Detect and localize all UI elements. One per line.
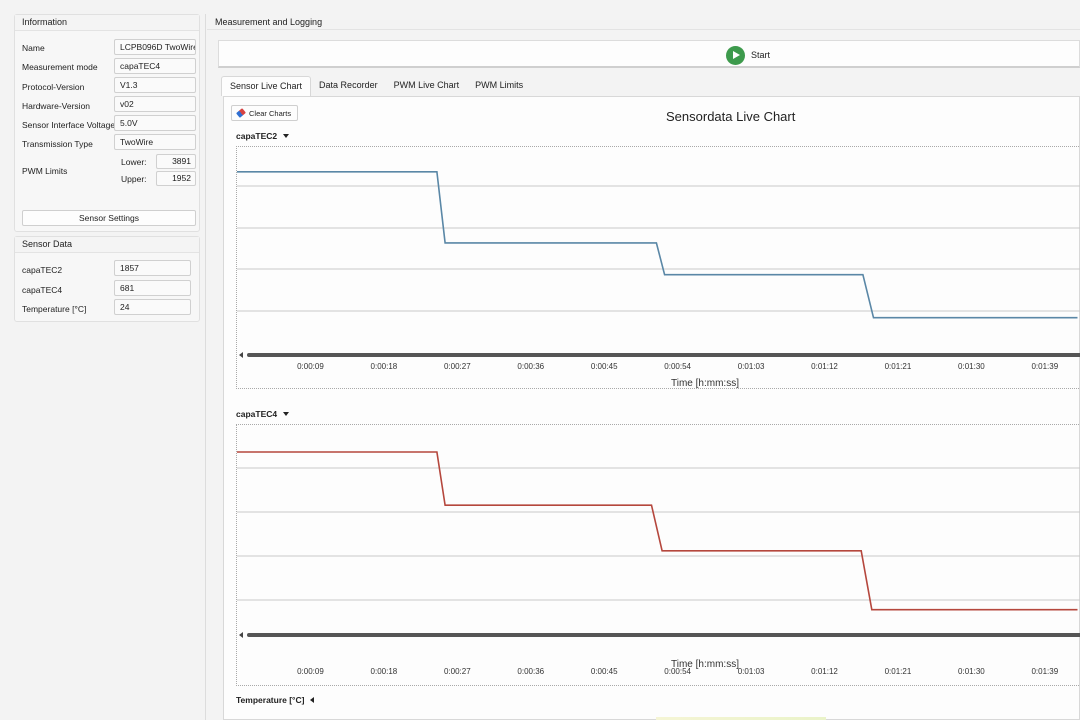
x-tick-label: 0:01:30 [958,362,985,371]
x-tick-label: 0:01:39 [1031,667,1059,676]
protocol-version-label: Protocol-Version [22,82,85,92]
capatec4-chart: capaTEC4 0:00:09 0:00:18 0:00:27 0:00:36 0:0… [236,409,1080,689]
pwm-limits-label: PWM Limits [22,166,68,176]
capatec2-series-line [237,170,1078,319]
information-group: Information Name LCPB096D TwoWire Measur… [14,14,200,232]
x-tick-label: 0:00:45 [590,362,618,371]
capatec2-series-label: capaTEC2 [236,131,278,141]
capatec4-value: 681 [114,280,191,296]
x-tick-label: 0:01:03 [737,362,765,371]
interface-voltage-label: Sensor Interface Voltage [22,120,116,130]
capatec4-chart-header[interactable]: capaTEC4 [236,409,290,419]
x-tick-label: 0:01:03 [737,667,765,676]
start-bar: Start [218,40,1080,68]
sensor-data-group: Sensor Data capaTEC2 1857 capaTEC4 681 T… [14,236,200,322]
x-tick-label: 0:01:12 [811,667,838,676]
chevron-left-icon [310,697,315,703]
temperature-label: Temperature [°C] [22,304,87,314]
scroll-left-icon[interactable] [239,632,243,638]
tab-data-recorder[interactable]: Data Recorder [319,80,378,90]
pwm-upper-label: Upper: [121,174,147,184]
x-tick-label: 0:00:54 [664,362,691,371]
clear-charts-button[interactable]: Clear Charts [231,105,299,121]
start-button[interactable]: Start [726,45,770,65]
chevron-down-icon [283,134,290,138]
capatec4-label: capaTEC4 [22,285,63,295]
capatec2-chart: capaTEC2 0:00:09 0:00:18 0:00:27 0:00:36 0:0… [236,131,1080,395]
x-tick-label: 0:00:18 [370,667,398,676]
temperature-value: 24 [114,299,191,315]
sensor-data-title: Sensor Data [15,237,199,253]
measurement-title: Measurement and Logging [207,14,1080,30]
capatec2-plot [237,170,1080,319]
transmission-type-field[interactable]: TwoWire [114,134,196,150]
x-tick-label: 0:01:30 [958,667,985,676]
capatec4-plot [237,451,1080,611]
x-tick-label: 0:00:36 [517,667,545,676]
chart-title: Sensordata Live Chart [666,109,796,124]
measurement-mode-field[interactable]: capaTEC4 [114,58,196,74]
left-pane: Information Name LCPB096D TwoWire Measur… [14,14,206,720]
x-tick-label: 0:01:21 [884,362,912,371]
capatec2-chart-frame: 0:00:09 0:00:18 0:00:27 0:00:36 0:00:45 0:00:… [236,146,1080,389]
x-tick-label: 0:00:27 [443,667,471,676]
tab-sensor-live-chart[interactable]: Sensor Live Chart [221,76,312,96]
pwm-lower-field[interactable]: 3891 [156,154,196,169]
temperature-series-label: Temperature [°C] [236,695,305,705]
eraser-icon [236,108,246,118]
capatec2-x-axis-title: Time [h:mm:ss] [671,378,739,389]
x-tick-label: 0:01:21 [884,667,912,676]
x-tick-label: 0:00:36 [517,362,545,371]
measurement-mode-label: Measurement mode [22,62,98,72]
capatec4-series-line [237,451,1078,611]
transmission-type-label: Transmission Type [22,139,93,149]
x-tick-label: 0:00:18 [370,362,398,371]
scroll-left-icon[interactable] [239,352,243,358]
hardware-version-label: Hardware-Version [22,101,91,111]
interface-voltage-field[interactable]: 5.0V [114,115,196,131]
tab-pwm-limits[interactable]: PWM Limits [475,80,524,90]
tab-bar: Sensor Live Chart Data Recorder PWM Live… [221,76,531,96]
x-tick-label: 0:00:09 [297,362,324,371]
x-tick-label: 0:01:39 [1031,362,1059,371]
chevron-down-icon [283,412,290,416]
x-tick-label: 0:00:45 [590,667,618,676]
tab-pwm-live-chart[interactable]: PWM Live Chart [393,80,460,90]
name-field[interactable]: LCPB096D TwoWire [114,39,196,55]
sensor-live-chart-panel: Clear Charts Sensordata Live Chart capaT… [223,96,1080,720]
capatec2-value: 1857 [114,260,191,276]
scroll-thumb[interactable] [247,353,1080,357]
x-tick-label: 0:00:27 [443,362,471,371]
capatec4-scrollbar[interactable] [237,632,1080,638]
capatec4-series-label: capaTEC4 [236,409,278,419]
name-label: Name [22,43,45,53]
x-tick-label: 0:00:54 [664,667,691,676]
x-tick-label: 0:01:12 [811,362,838,371]
information-title: Information [15,15,199,31]
start-label: Start [751,50,771,60]
sensor-settings-button[interactable]: Sensor Settings [22,210,196,226]
x-tick-label: 0:00:09 [297,667,324,676]
capatec4-x-axis-title: Time [h:mm:ss] [671,659,739,670]
clear-charts-label: Clear Charts [249,108,292,118]
play-icon [726,45,745,65]
protocol-version-field[interactable]: V1.3 [114,77,196,93]
capatec2-label: capaTEC2 [22,265,63,275]
measurement-pane: Measurement and Logging Start Sensor Liv… [207,14,1080,720]
temperature-chart-header[interactable]: Temperature [°C] [236,695,315,705]
capatec2-chart-header[interactable]: capaTEC2 [236,131,290,141]
capatec4-chart-frame: 0:00:09 0:00:18 0:00:27 0:00:36 0:00:45 0:00:… [236,424,1080,686]
pwm-upper-field[interactable]: 1952 [156,171,196,186]
capatec2-scrollbar[interactable] [237,352,1080,358]
pwm-lower-label: Lower: [121,157,147,167]
hardware-version-field[interactable]: v02 [114,96,196,112]
temperature-chart-edge [656,717,826,720]
scroll-thumb[interactable] [247,633,1080,637]
